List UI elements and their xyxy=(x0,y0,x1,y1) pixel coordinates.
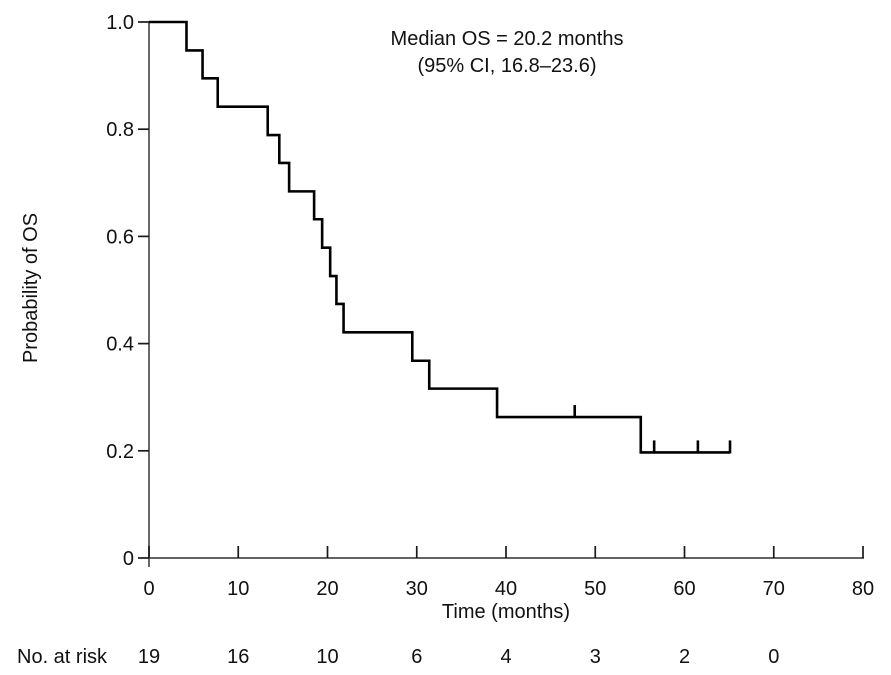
y-tick-label: 1.0 xyxy=(106,12,134,34)
y-tick-label: 0.6 xyxy=(106,226,134,248)
risk-count: 4 xyxy=(500,646,511,668)
x-tick-label: 40 xyxy=(495,578,517,600)
x-tick-label: 50 xyxy=(584,578,606,600)
x-tick-label: 70 xyxy=(763,578,785,600)
x-tick-label: 20 xyxy=(316,578,338,600)
risk-count: 3 xyxy=(590,646,601,668)
y-tick-label: 0.8 xyxy=(106,119,134,141)
x-tick-label: 10 xyxy=(227,578,249,600)
risk-count: 2 xyxy=(679,646,690,668)
y-tick-label: 0.4 xyxy=(106,334,134,356)
x-tick-label: 60 xyxy=(673,578,695,600)
y-axis-title: Probability of OS xyxy=(20,212,42,364)
km-curve-path xyxy=(149,20,731,454)
risk-table-label: No. at risk xyxy=(17,646,108,668)
x-axis-title: Time (months) xyxy=(441,601,571,623)
x-tick-label: 30 xyxy=(406,578,428,600)
risk-count: 6 xyxy=(411,646,422,668)
risk-count: 19 xyxy=(138,646,160,668)
x-tick-label: 0 xyxy=(143,578,154,600)
x-tick-label: 80 xyxy=(852,578,874,600)
y-tick-label: 0 xyxy=(123,548,134,570)
median-annotation: Median OS = 20.2 months (95% CI, 16.8–23… xyxy=(391,26,624,80)
annotation-line-1: Median OS = 20.2 months xyxy=(390,28,624,50)
risk-count: 16 xyxy=(227,646,249,668)
y-tick-label: 0.2 xyxy=(106,441,134,463)
annotation-line-2: (95% CI, 16.8–23.6) xyxy=(417,55,597,77)
risk-count: 10 xyxy=(316,646,338,668)
risk-count: 0 xyxy=(768,646,779,668)
